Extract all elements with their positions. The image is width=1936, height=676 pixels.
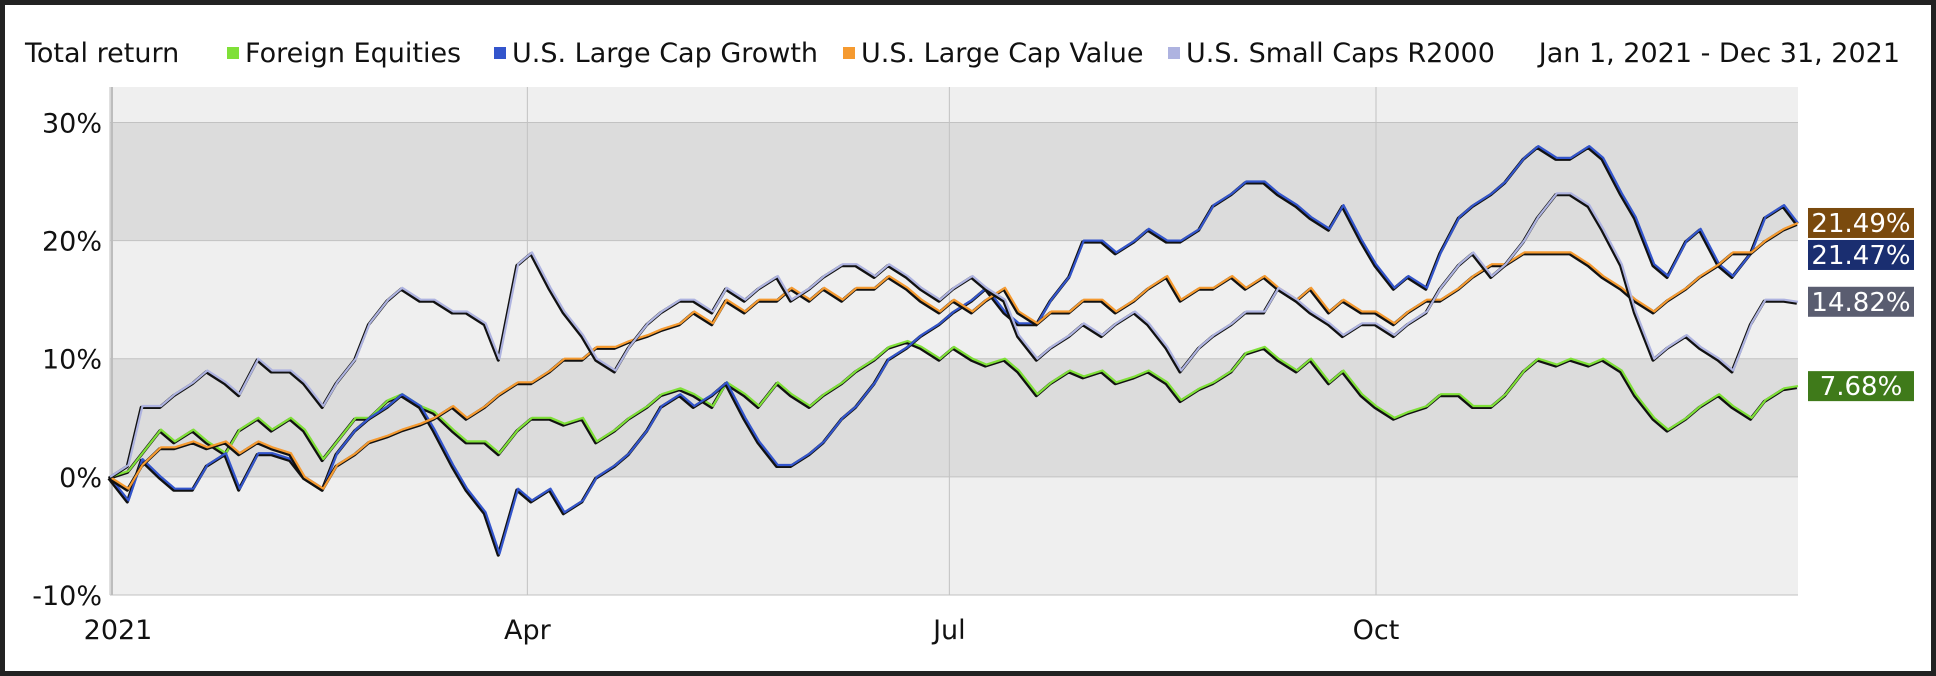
end-labels: 21.49%21.47% 14.82% 7.68%	[1808, 207, 1914, 402]
x-tick-label: Oct	[1353, 615, 1400, 646]
series-3	[107, 192, 1799, 480]
end-label-bg	[1808, 207, 1914, 238]
legend-label: U.S. Large Cap Value	[861, 38, 1143, 69]
chart-title: Total return	[24, 38, 179, 69]
legend-item: U.S. Small Caps R2000	[1168, 38, 1495, 69]
legend-label: U.S. Small Caps R2000	[1186, 38, 1495, 69]
end-label-value: 14.82%	[1811, 288, 1910, 318]
end-label: 14.82%	[1808, 286, 1914, 318]
line-chart: Total return Foreign Equities U.S. Large …	[24, 38, 1914, 646]
legend-item: U.S. Large Cap Growth	[494, 38, 818, 69]
chart-frame: Total return Foreign Equities U.S. Large …	[5, 5, 1931, 671]
legend-swatch	[227, 47, 239, 59]
end-label: 21.49%	[1808, 207, 1914, 239]
date-range: Jan 1, 2021 - Dec 31, 2021	[1537, 38, 1900, 69]
y-tick-label: 20%	[42, 227, 102, 258]
series-0	[108, 339, 1799, 480]
chart-header: Total return Foreign Equities U.S. Large …	[24, 38, 1900, 69]
series-line	[109, 339, 1799, 478]
series-1	[107, 145, 1799, 557]
legend-swatch	[494, 47, 506, 59]
end-label: 7.68%	[1808, 371, 1914, 402]
legend-item: U.S. Large Cap Value	[843, 38, 1143, 69]
grid	[109, 87, 1798, 596]
y-tick-label: 10%	[42, 345, 102, 376]
series-line	[109, 192, 1799, 478]
legend-item: Foreign Equities	[227, 38, 461, 69]
end-label-value: 7.68%	[1820, 372, 1903, 402]
x-tick-label: 2021	[84, 615, 153, 646]
series-2	[107, 221, 1799, 492]
end-label-value: 21.47%	[1811, 241, 1910, 271]
y-tick-label: -10%	[32, 581, 102, 612]
y-tick-label: 0%	[59, 463, 102, 494]
x-axis: 2021 Apr Jul Oct	[84, 615, 1400, 646]
x-tick-label: Jul	[931, 615, 966, 646]
end-label: 21.47%	[1808, 239, 1914, 271]
legend-label: U.S. Large Cap Growth	[512, 38, 818, 69]
end-label-bg	[1808, 239, 1914, 270]
legend-swatch	[1168, 47, 1180, 59]
band-0	[110, 122, 1798, 241]
legend-label: Foreign Equities	[245, 38, 461, 69]
series-line	[109, 221, 1799, 490]
x-tick-label: Apr	[504, 615, 552, 646]
end-label-bg	[1808, 286, 1914, 317]
series-layer	[107, 145, 1799, 557]
y-tick-label: 30%	[42, 108, 102, 139]
legend-swatch	[843, 47, 855, 59]
legend: Foreign Equities U.S. Large Cap Growth U.S…	[227, 38, 1495, 69]
end-label-bg	[1808, 371, 1914, 402]
series-line	[109, 145, 1799, 555]
end-label-value: 21.49%	[1811, 209, 1910, 239]
plot-background	[110, 87, 1798, 595]
y-axis: -10% 0% 10% 20% 30%	[32, 108, 102, 612]
